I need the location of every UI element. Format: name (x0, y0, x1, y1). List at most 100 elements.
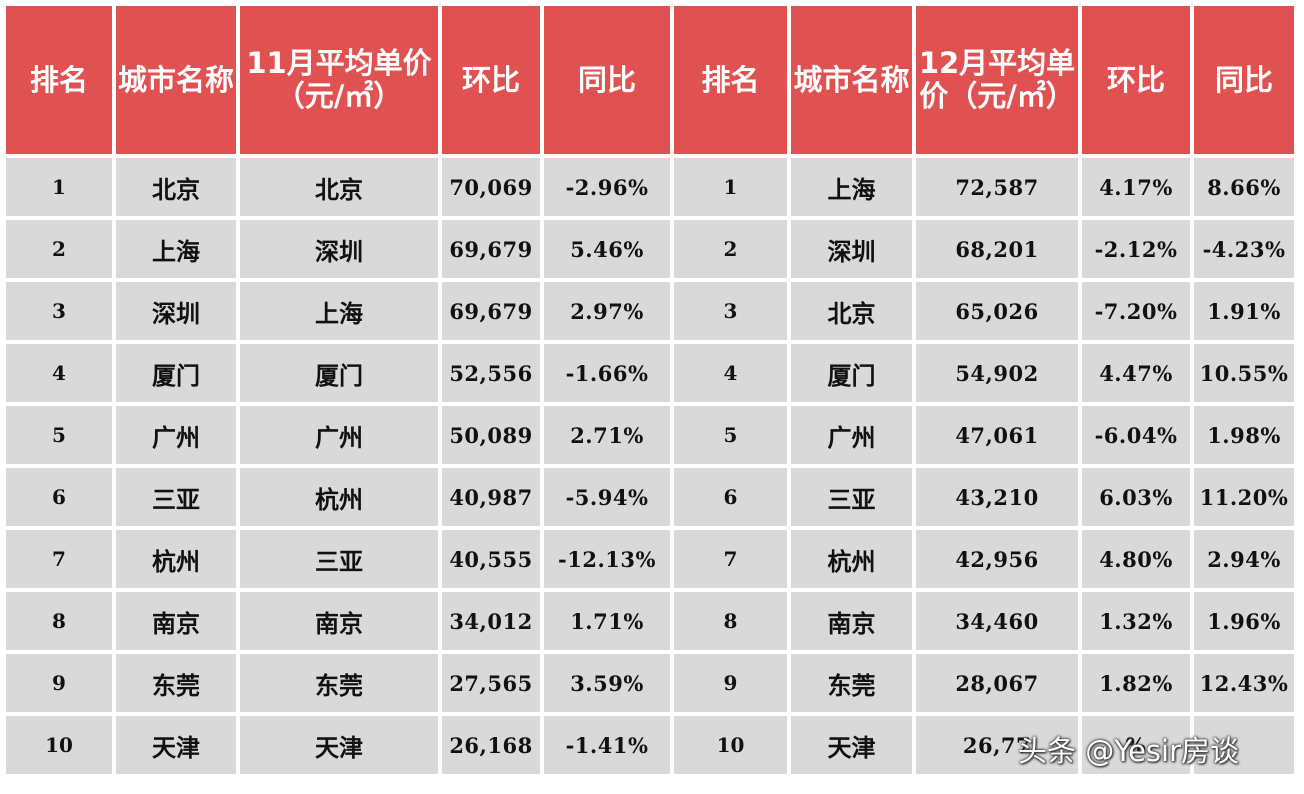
cell-yoy-dec: 1.91% (1194, 282, 1294, 340)
cell-mom-dec: 4.80% (1082, 530, 1190, 588)
cell-rank-nov: 3 (6, 282, 112, 340)
cell-price-dec: 68,201 (916, 220, 1078, 278)
cell-mom-nov: -2.96% (544, 158, 670, 216)
cell-city-dec: 南京 (791, 592, 912, 650)
cell-mom-nov: 5.46% (544, 220, 670, 278)
header-mom-dec: 环比 (1082, 6, 1190, 154)
cell-city2-nov: 上海 (240, 282, 438, 340)
table-row: 8 南京 南京 34,012 1.71% 8 南京 34,460 1.32% 1.96% (6, 592, 1294, 650)
cell-mom-nov: 2.71% (544, 406, 670, 464)
cell-city2-nov: 深圳 (240, 220, 438, 278)
cell-price-nov: 69,679 (442, 220, 540, 278)
cell-mom-dec: -6.04% (1082, 406, 1190, 464)
watermark: 头条 @Yesir房谈 (1018, 734, 1240, 768)
cell-rank-dec: 1 (674, 158, 787, 216)
cell-city-dec: 三亚 (791, 468, 912, 526)
table-row: 6 三亚 杭州 40,987 -5.94% 6 三亚 43,210 6.03% 11.20% (6, 468, 1294, 526)
cell-city2-nov: 厦门 (240, 344, 438, 402)
cell-city2-nov: 三亚 (240, 530, 438, 588)
table-body: 1 北京 北京 70,069 -2.96% 1 上海 72,587 4.17% 8.66% 2 上海深… (6, 158, 1294, 774)
cell-city-dec: 厦门 (791, 344, 912, 402)
cell-rank-nov: 5 (6, 406, 112, 464)
cell-mom-dec: 6.03% (1082, 468, 1190, 526)
cell-price-dec: 47,061 (916, 406, 1078, 464)
cell-rank-nov: 6 (6, 468, 112, 526)
cell-price-nov: 50,089 (442, 406, 540, 464)
table-row: 3 深圳 上海 69,679 2.97% 3 北京 65,026 -7.20% 1.91% (6, 282, 1294, 340)
header-avg-price-dec: 12月平均单价（元/㎡） (916, 6, 1078, 154)
cell-rank-dec: 9 (674, 654, 787, 712)
cell-rank-dec: 8 (674, 592, 787, 650)
cell-mom-nov: 1.71% (544, 592, 670, 650)
cell-rank-nov: 7 (6, 530, 112, 588)
cell-city-dec: 杭州 (791, 530, 912, 588)
cell-price-nov: 69,679 (442, 282, 540, 340)
cell-mom-dec: -2.12% (1082, 220, 1190, 278)
cell-rank-nov: 10 (6, 716, 112, 774)
table-row: 10 天津 天津 26,168 -1.41% 10 天津 26,77% (6, 716, 1294, 774)
cell-mom-nov: 3.59% (544, 654, 670, 712)
cell-mom-dec: 1.82% (1082, 654, 1190, 712)
header-city-nov: 城市名称 (116, 6, 236, 154)
cell-rank-dec: 10 (674, 716, 787, 774)
cell-city2-nov: 杭州 (240, 468, 438, 526)
cell-rank-dec: 6 (674, 468, 787, 526)
cell-city-nov: 杭州 (116, 530, 236, 588)
table-row: 9 东莞 东莞 27,565 3.59% 9 东莞 28,067 1.82% 12.43% (6, 654, 1294, 712)
cell-yoy-dec: 1.98% (1194, 406, 1294, 464)
cell-price-nov: 70,069 (442, 158, 540, 216)
cell-yoy-dec: 11.20% (1194, 468, 1294, 526)
cell-city-nov: 东莞 (116, 654, 236, 712)
cell-mom-dec: 1.32% (1082, 592, 1190, 650)
cell-city-dec: 深圳 (791, 220, 912, 278)
cell-city2-nov: 北京 (240, 158, 438, 216)
cell-rank-nov: 9 (6, 654, 112, 712)
cell-rank-dec: 4 (674, 344, 787, 402)
cell-mom-dec: 4.17% (1082, 158, 1190, 216)
cell-city2-nov: 天津 (240, 716, 438, 774)
cell-rank-dec: 2 (674, 220, 787, 278)
cell-price-dec: 72,587 (916, 158, 1078, 216)
cell-yoy-dec: 1.96% (1194, 592, 1294, 650)
cell-price-dec: 42,956 (916, 530, 1078, 588)
cell-price-nov: 27,565 (442, 654, 540, 712)
cell-mom-nov: -12.13% (544, 530, 670, 588)
cell-city2-nov: 广州 (240, 406, 438, 464)
cell-city-dec: 北京 (791, 282, 912, 340)
header-row: 排名 城市名称 11月平均单价（元/㎡） 环比 同比 排名 城市名称 12月平均… (6, 6, 1294, 154)
table-row: 5 广州 广州 50,089 2.71% 5 广州 47,061 -6.04% 1.98% (6, 406, 1294, 464)
cell-yoy-dec: -4.23% (1194, 220, 1294, 278)
cell-city-nov: 广州 (116, 406, 236, 464)
cell-rank-nov: 2 (6, 220, 112, 278)
table-row: 2 上海 深圳 69,679 5.46% 2 深圳 68,201 -2.12% -4.23% (6, 220, 1294, 278)
cell-mom-nov: -1.66% (544, 344, 670, 402)
cell-yoy-dec: 10.55% (1194, 344, 1294, 402)
header-yoy-dec: 同比 (1194, 6, 1294, 154)
cell-city-dec: 天津 (791, 716, 912, 774)
header-mom-nov: 环比 (442, 6, 540, 154)
header-rank-dec: 排名 (674, 6, 787, 154)
cell-price-dec: 43,210 (916, 468, 1078, 526)
cell-yoy-dec: 12.43% (1194, 654, 1294, 712)
cell-city-nov: 厦门 (116, 344, 236, 402)
price-ranking-table: 排名 城市名称 11月平均单价（元/㎡） 环比 同比 排名 城市名称 12月平均… (2, 2, 1298, 778)
cell-rank-dec: 5 (674, 406, 787, 464)
header-rank-nov: 排名 (6, 6, 112, 154)
cell-mom-nov: -1.41% (544, 716, 670, 774)
cell-rank-nov: 1 (6, 158, 112, 216)
cell-rank-nov: 8 (6, 592, 112, 650)
cell-price-dec: 34,460 (916, 592, 1078, 650)
cell-city2-nov: 东莞 (240, 654, 438, 712)
cell-mom-dec: 4.47% (1082, 344, 1190, 402)
cell-city-nov: 深圳 (116, 282, 236, 340)
cell-rank-nov: 4 (6, 344, 112, 402)
cell-price-dec: 26,77 (916, 716, 1078, 774)
table-row: 7 杭州 三亚 40,555 -12.13% 7 杭州 42,956 4.80% 2.94% (6, 530, 1294, 588)
cell-mom-nov: -5.94% (544, 468, 670, 526)
table-row: 1 北京 北京 70,069 -2.96% 1 上海 72,587 4.17% 8.66% (6, 158, 1294, 216)
cell-city-nov: 北京 (116, 158, 236, 216)
cell-price-dec: 65,026 (916, 282, 1078, 340)
cell-mom-dec: % (1082, 716, 1190, 774)
cell-price-nov: 34,012 (442, 592, 540, 650)
cell-city-nov: 南京 (116, 592, 236, 650)
